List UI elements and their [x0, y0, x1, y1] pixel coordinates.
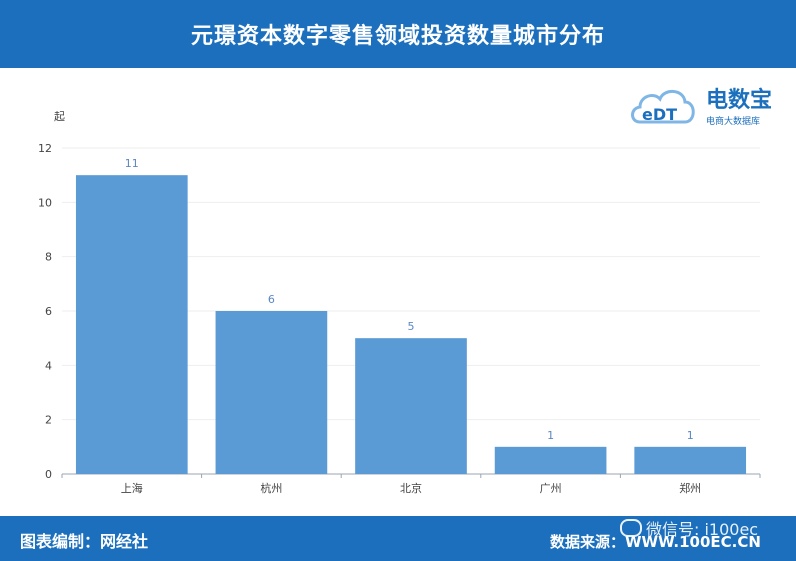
y-tick-label: 10 — [38, 196, 52, 209]
chart-title-bar: 元璟资本数字零售领域投资数量城市分布 — [0, 0, 796, 68]
bar-chart: 0 2 4 6 8 10 12 起 11 上海 6 杭州 5 北京 1 广州 1 郑州 — [38, 110, 761, 495]
chart-title: 元璟资本数字零售领域投资数量城市分布 — [190, 24, 605, 49]
y-tick-label: 0 — [45, 468, 52, 481]
x-tick-label: 广州 — [540, 482, 562, 495]
x-tick-label: 杭州 — [260, 481, 282, 495]
edt-logo: eDT 电数宝 电商大数据库 — [628, 74, 788, 134]
y-tick-label: 6 — [45, 305, 52, 318]
data-label: 6 — [268, 293, 275, 306]
wechat-icon — [620, 519, 642, 537]
cloud-logo-icon: eDT — [631, 90, 695, 124]
bar — [75, 175, 188, 474]
bar — [355, 338, 467, 474]
y-tick-label: 8 — [45, 251, 52, 264]
bar — [215, 311, 328, 474]
y-tick-label: 2 — [45, 414, 52, 427]
y-axis-label: 起 — [54, 110, 65, 123]
logo-mark: eDT — [642, 105, 677, 124]
logo-tagline: 电商大数据库 — [706, 117, 761, 127]
footer-author: 图表编制：网经社 — [20, 532, 149, 551]
data-label: 5 — [408, 320, 415, 333]
logo-brand: 电数宝 — [706, 88, 773, 113]
y-tick-label: 4 — [45, 359, 52, 372]
wechat-id: 微信号: i100ec — [646, 520, 759, 539]
bar — [494, 446, 607, 474]
footer-source: 数据来源：WWW.100EC.CN — [550, 533, 761, 551]
data-label: 1 — [687, 429, 694, 442]
y-tick-label: 12 — [38, 142, 52, 155]
data-label: 11 — [125, 157, 139, 170]
x-tick-label: 上海 — [121, 481, 143, 495]
x-tick-label: 郑州 — [679, 481, 701, 495]
chart-area: 0 2 4 6 8 10 12 起 11 上海 6 杭州 5 北京 1 广州 1 郑州 — [0, 68, 796, 516]
data-label: 1 — [547, 429, 554, 442]
footer-bar: 图表编制：网经社 微信号: i100ec 数据来源：WWW.100EC.CN — [0, 516, 796, 561]
wechat-watermark: 微信号: i100ec — [620, 516, 758, 540]
bar — [634, 446, 747, 474]
x-tick-label: 北京 — [400, 481, 422, 495]
